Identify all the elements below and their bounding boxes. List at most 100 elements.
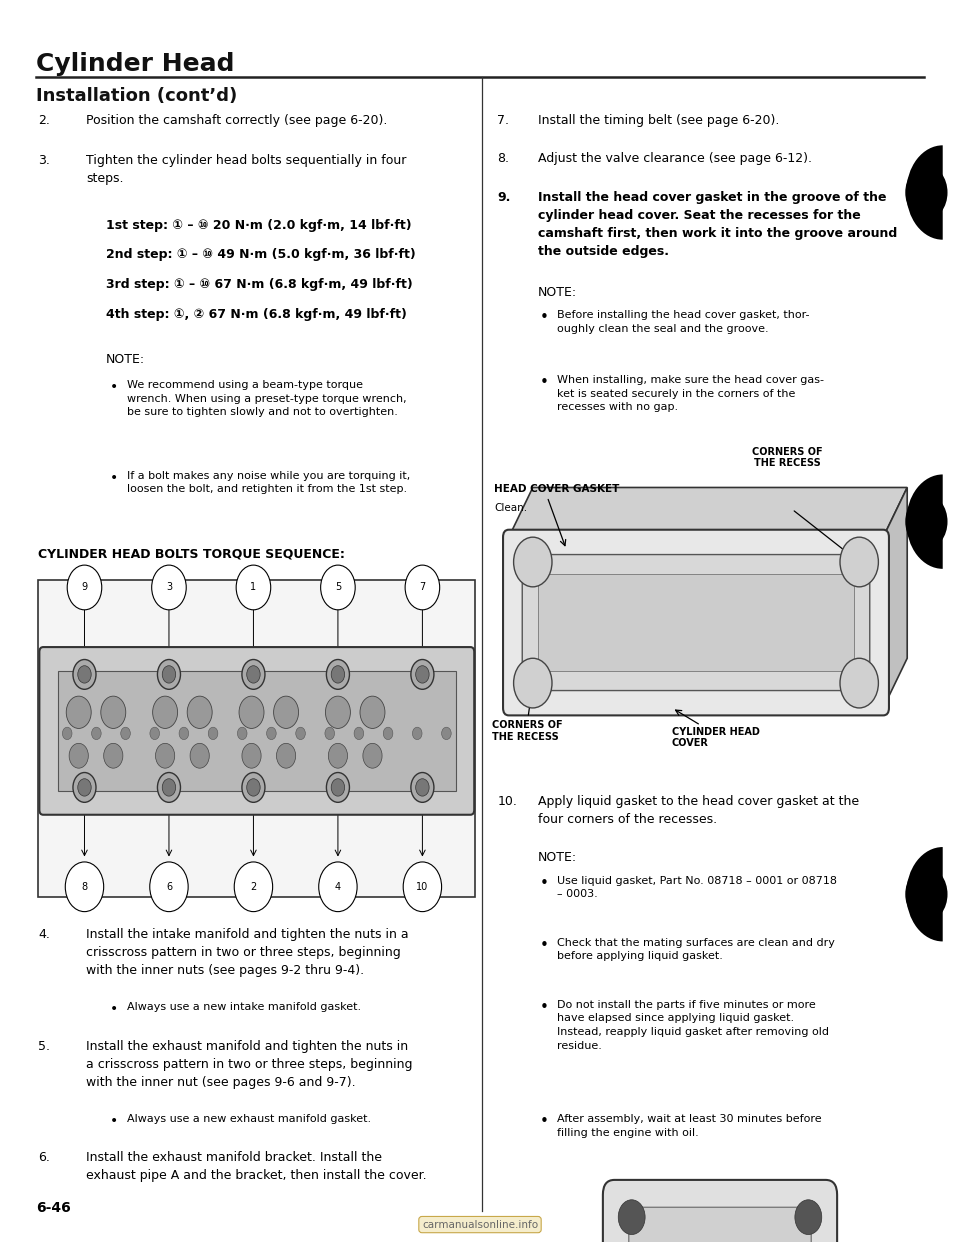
Circle shape (187, 697, 212, 729)
Text: •: • (540, 375, 548, 390)
Text: NOTE:: NOTE: (538, 851, 577, 863)
Wedge shape (906, 847, 943, 941)
Circle shape (104, 744, 123, 769)
Circle shape (239, 697, 264, 729)
Text: Position the camshaft correctly (see page 6-20).: Position the camshaft correctly (see pag… (86, 114, 388, 127)
Text: •: • (109, 471, 118, 484)
Circle shape (363, 744, 382, 769)
Circle shape (150, 862, 188, 912)
Circle shape (237, 728, 247, 740)
FancyBboxPatch shape (503, 529, 889, 715)
Circle shape (65, 862, 104, 912)
Circle shape (326, 773, 349, 802)
Circle shape (242, 744, 261, 769)
Circle shape (157, 660, 180, 689)
Circle shape (236, 565, 271, 610)
Circle shape (403, 862, 442, 912)
Text: Install the exhaust manifold bracket. Install the
exhaust pipe A and the bracket: Install the exhaust manifold bracket. In… (86, 1151, 427, 1182)
Text: 6.: 6. (38, 1151, 50, 1164)
Circle shape (78, 779, 91, 796)
Circle shape (514, 537, 552, 587)
FancyBboxPatch shape (603, 1180, 837, 1242)
Polygon shape (883, 487, 907, 708)
Text: 2.: 2. (38, 114, 50, 127)
Circle shape (405, 565, 440, 610)
Circle shape (321, 565, 355, 610)
Text: If a bolt makes any noise while you are torquing it,
loosen the bolt, and retigh: If a bolt makes any noise while you are … (127, 471, 410, 494)
Text: NOTE:: NOTE: (538, 286, 577, 298)
Text: NOTE:: NOTE: (106, 353, 145, 365)
Circle shape (416, 779, 429, 796)
Circle shape (69, 744, 88, 769)
Text: 7: 7 (420, 582, 425, 592)
Text: Install the exhaust manifold and tighten the nuts in
a crisscross pattern in two: Install the exhaust manifold and tighten… (86, 1040, 413, 1088)
FancyBboxPatch shape (58, 671, 456, 791)
Circle shape (411, 660, 434, 689)
Text: 3rd step: ① – ⑩ 67 N·m (6.8 kgf·m, 49 lbf·ft): 3rd step: ① – ⑩ 67 N·m (6.8 kgf·m, 49 lb… (106, 278, 413, 291)
Circle shape (121, 728, 131, 740)
Text: Install the intake manifold and tighten the nuts in a
crisscross pattern in two : Install the intake manifold and tighten … (86, 928, 409, 976)
Circle shape (150, 728, 159, 740)
Circle shape (276, 744, 296, 769)
Text: •: • (540, 310, 548, 325)
Circle shape (242, 660, 265, 689)
Circle shape (66, 697, 91, 729)
Text: Apply liquid gasket to the head cover gasket at the
four corners of the recesses: Apply liquid gasket to the head cover ga… (538, 795, 859, 826)
Circle shape (190, 744, 209, 769)
Circle shape (514, 658, 552, 708)
Text: Tighten the cylinder head bolts sequentially in four
steps.: Tighten the cylinder head bolts sequenti… (86, 154, 407, 185)
Circle shape (331, 779, 345, 796)
Circle shape (326, 660, 349, 689)
Circle shape (360, 697, 385, 729)
FancyBboxPatch shape (39, 647, 474, 815)
Circle shape (905, 867, 948, 922)
Text: When installing, make sure the head cover gas-
ket is seated securely in the cor: When installing, make sure the head cove… (557, 375, 824, 412)
Text: 7.: 7. (497, 114, 509, 127)
Text: 4.: 4. (38, 928, 50, 940)
Text: CORNERS OF
THE RECESS: CORNERS OF THE RECESS (752, 447, 823, 468)
Text: 6: 6 (166, 882, 172, 892)
Text: Always use a new intake manifold gasket.: Always use a new intake manifold gasket. (127, 1002, 361, 1012)
Circle shape (73, 773, 96, 802)
Text: Adjust the valve clearance (see page 6-12).: Adjust the valve clearance (see page 6-1… (538, 152, 811, 164)
Circle shape (162, 779, 176, 796)
Circle shape (274, 697, 299, 729)
Circle shape (411, 773, 434, 802)
Text: Install the timing belt (see page 6-20).: Install the timing belt (see page 6-20). (538, 114, 779, 127)
FancyBboxPatch shape (629, 1207, 811, 1242)
Text: •: • (540, 1114, 548, 1129)
Circle shape (153, 697, 178, 729)
Text: 10.: 10. (497, 795, 517, 807)
Circle shape (67, 565, 102, 610)
Text: •: • (109, 1002, 118, 1016)
Circle shape (296, 728, 305, 740)
Circle shape (618, 1200, 645, 1235)
Circle shape (840, 658, 878, 708)
Text: Use liquid gasket, Part No. 08718 – 0001 or 08718
– 0003.: Use liquid gasket, Part No. 08718 – 0001… (557, 876, 837, 899)
FancyBboxPatch shape (538, 574, 854, 671)
Circle shape (180, 728, 189, 740)
Text: •: • (109, 380, 118, 394)
Text: CYLINDER HEAD BOLTS TORQUE SEQUENCE:: CYLINDER HEAD BOLTS TORQUE SEQUENCE: (38, 548, 346, 560)
Polygon shape (509, 487, 907, 537)
Text: Install the head cover gasket in the groove of the
cylinder head cover. Seat the: Install the head cover gasket in the gro… (538, 191, 897, 258)
Text: carmanualsonline.info: carmanualsonline.info (422, 1220, 538, 1230)
Circle shape (416, 666, 429, 683)
Text: 3: 3 (166, 582, 172, 592)
Text: Installation (cont’d): Installation (cont’d) (36, 87, 238, 104)
Circle shape (156, 744, 175, 769)
Circle shape (324, 728, 334, 740)
Circle shape (157, 773, 180, 802)
Wedge shape (906, 145, 943, 240)
Circle shape (101, 697, 126, 729)
Circle shape (319, 862, 357, 912)
Circle shape (208, 728, 218, 740)
Circle shape (442, 728, 451, 740)
Circle shape (413, 728, 422, 740)
FancyBboxPatch shape (522, 554, 870, 691)
Circle shape (840, 537, 878, 587)
Text: Always use a new exhaust manifold gasket.: Always use a new exhaust manifold gasket… (127, 1114, 371, 1124)
Circle shape (383, 728, 393, 740)
Text: CORNERS OF
THE RECESS: CORNERS OF THE RECESS (492, 720, 563, 741)
Text: 5.: 5. (38, 1040, 50, 1052)
